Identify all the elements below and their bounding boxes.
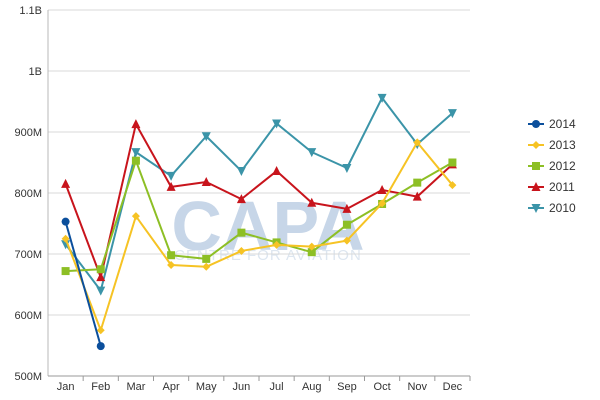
- y-tick-label-0: 500M: [14, 371, 42, 383]
- point-2011-Feb: [96, 272, 106, 282]
- point-2011-Apr: [166, 181, 176, 191]
- point-2011-Oct: [377, 184, 387, 194]
- series-line-2012: [65, 159, 453, 273]
- point-2010-Jul: [272, 119, 282, 129]
- y-tick-label-4: 900M: [14, 127, 42, 139]
- x-tick-label-9: Oct: [374, 381, 391, 393]
- point-2013-Sep: [342, 236, 351, 245]
- point-2010-Mar: [131, 148, 141, 158]
- point-2012-Dec: [448, 158, 457, 167]
- series-line-2013: [64, 141, 454, 332]
- point-2013-Mar: [131, 212, 140, 221]
- grid-lines: [48, 9, 470, 316]
- legend-marker-2012: [532, 162, 540, 170]
- x-tick-label-11: Dec: [443, 381, 463, 393]
- series-line-2014: [64, 221, 102, 347]
- legend-entry-2014: 2014: [528, 117, 576, 131]
- legend-marker-2011: [531, 182, 541, 191]
- legend-label-2014: 2014: [549, 117, 576, 131]
- point-2014-Jan: [61, 217, 70, 226]
- watermark-logo: CAPA CENTRE FOR AVIATION: [171, 187, 364, 265]
- legend-entry-2011: 2011: [528, 180, 575, 194]
- point-2011-Sep: [342, 203, 352, 213]
- point-2010-Dec: [447, 109, 457, 119]
- point-2013-May: [202, 262, 211, 271]
- point-2013-Apr: [167, 260, 176, 269]
- point-2012-Aug: [307, 248, 316, 257]
- point-2010-Oct: [377, 93, 387, 103]
- y-tick-label-3: 800M: [14, 188, 42, 200]
- point-2011-Nov: [412, 191, 422, 201]
- point-2013-Dec: [448, 181, 457, 190]
- series-layer: [61, 93, 457, 351]
- point-2010-Apr: [166, 171, 176, 181]
- series-line-2010: [64, 96, 454, 292]
- y-tick-label-1: 600M: [14, 310, 42, 322]
- point-2011-Jun: [236, 194, 246, 204]
- legend-entry-2013: 2013: [528, 138, 576, 152]
- point-2010-Jun: [236, 167, 246, 177]
- point-2011-Jul: [272, 166, 282, 176]
- point-2010-May: [201, 132, 211, 142]
- series-2011: [61, 119, 457, 282]
- legend-marker-2013: [532, 141, 540, 149]
- y-tick-label-2: 700M: [14, 249, 42, 261]
- point-2011-May: [201, 177, 211, 187]
- point-2013-Jun: [237, 246, 246, 255]
- x-tick-label-7: Aug: [302, 381, 322, 393]
- point-2012-Sep: [342, 220, 351, 229]
- point-2011-Mar: [131, 119, 141, 129]
- x-tick-label-2: Mar: [126, 381, 145, 393]
- x-tick-label-1: Feb: [91, 381, 110, 393]
- x-tick-label-6: Jul: [270, 381, 284, 393]
- legend-marker-2010: [531, 204, 541, 213]
- point-2013-Jul: [272, 240, 281, 249]
- series-line-2011: [64, 123, 454, 279]
- point-2014-Feb: [96, 342, 105, 351]
- point-2012-Jan: [61, 267, 70, 276]
- legend-label-2012: 2012: [549, 159, 576, 173]
- point-2010-Sep: [342, 163, 352, 173]
- point-2012-Jun: [237, 228, 246, 237]
- legend-entry-2012: 2012: [528, 159, 576, 173]
- point-2010-Aug: [307, 148, 317, 158]
- legend-entry-2010: 2010: [528, 201, 576, 215]
- y-tick-label-6: 1.1B: [19, 5, 42, 17]
- legend: 2014 2013 2012 2011 2010: [528, 117, 576, 215]
- legend-label-2013: 2013: [549, 138, 576, 152]
- point-2012-Nov: [413, 178, 422, 187]
- point-2013-Oct: [378, 199, 387, 208]
- legend-label-2010: 2010: [549, 201, 576, 215]
- axes: 500M 600M 700M 800M 900M 1B 1.1B Jan Feb Mar Apr Ma…: [14, 5, 471, 393]
- x-tick-label-4: May: [196, 381, 217, 393]
- point-2011-Jan: [61, 178, 71, 188]
- point-2012-Feb: [96, 265, 105, 274]
- series-2013: [61, 138, 457, 335]
- point-2010-Feb: [96, 286, 106, 296]
- legend-label-2011: 2011: [549, 180, 575, 194]
- point-2013-Aug: [307, 242, 316, 251]
- legend-marker-2014: [532, 120, 540, 128]
- point-2012-Apr: [167, 251, 176, 260]
- point-2013-Feb: [96, 326, 105, 335]
- x-tick-label-8: Sep: [337, 381, 357, 393]
- point-2013-Nov: [413, 138, 422, 147]
- x-tick-label-0: Jan: [57, 381, 75, 393]
- series-2014: [61, 217, 105, 351]
- x-tick-label-5: Jun: [233, 381, 251, 393]
- point-2011-Aug: [307, 197, 317, 207]
- watermark-logo-text: CAPA: [171, 187, 364, 265]
- y-tick-label-5: 1B: [29, 66, 42, 78]
- point-2012-May: [202, 254, 211, 263]
- point-2012-Mar: [131, 156, 140, 165]
- x-tick-label-10: Nov: [407, 381, 427, 393]
- x-tick-label-3: Apr: [163, 381, 180, 393]
- point-2013-Jan: [61, 234, 70, 243]
